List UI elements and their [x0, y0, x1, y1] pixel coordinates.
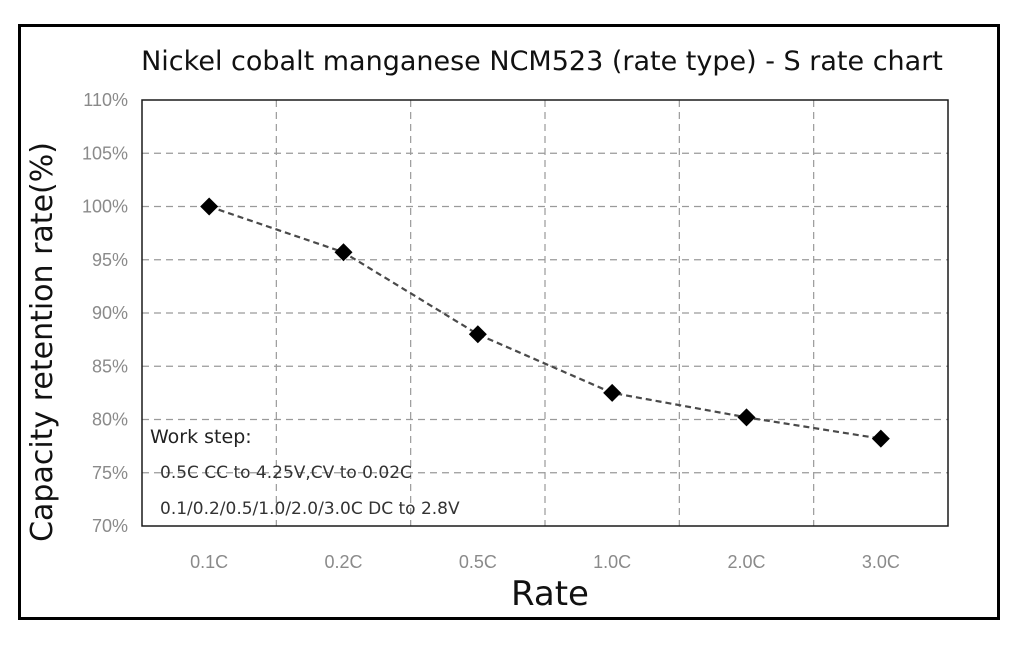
x-tick-label: 2.0C: [727, 552, 765, 572]
data-point-marker: [200, 197, 219, 216]
chart-title: Nickel cobalt manganese NCM523 (rate typ…: [141, 46, 943, 77]
series-line: [208, 205, 882, 440]
data-point-marker: [871, 429, 890, 448]
annotation-heading: Work step:: [150, 426, 252, 448]
series-layer: [200, 197, 890, 448]
x-tick-label: 1.0C: [593, 552, 631, 572]
data-point-marker: [603, 383, 622, 402]
y-tick-label: 105%: [82, 143, 128, 163]
plot-area-border: [141, 99, 949, 527]
y-tick-label: 95%: [92, 250, 128, 270]
data-point-marker: [737, 408, 756, 427]
y-tick-label: 70%: [92, 516, 128, 536]
x-axis-label: Rate: [511, 574, 589, 614]
chart-frame: [18, 24, 1000, 620]
annotation-line-2: 0.1/0.2/0.5/1.0/2.0/3.0C DC to 2.8V: [160, 499, 460, 519]
y-tick-label: 110%: [83, 90, 128, 110]
x-tick-label: 0.2C: [324, 552, 362, 572]
grid-layer: [142, 100, 948, 526]
y-axis-label: Capacity retention rate(%): [25, 142, 60, 542]
y-tick-label: 85%: [92, 356, 128, 376]
x-tick-label: 0.5C: [459, 552, 497, 572]
work-step-annotation: Work step: 0.5C CC to 4.25V,CV to 0.02C …: [150, 426, 460, 519]
y-tick-label: 100%: [82, 197, 128, 217]
y-tick-label: 80%: [92, 410, 128, 430]
y-tick-label: 90%: [92, 303, 128, 323]
y-axis-ticks: 70% 75% 80% 85% 90% 95% 100% 105% 110%: [82, 90, 128, 536]
y-tick-label: 75%: [92, 463, 128, 483]
x-tick-label: 3.0C: [862, 552, 900, 572]
data-point-marker: [468, 325, 487, 344]
x-tick-label: 0.1C: [190, 552, 228, 572]
data-point-marker: [334, 243, 353, 262]
x-axis-ticks: 0.1C 0.2C 0.5C 1.0C 2.0C 3.0C: [190, 552, 900, 572]
annotation-line-1: 0.5C CC to 4.25V,CV to 0.02C: [160, 463, 412, 483]
